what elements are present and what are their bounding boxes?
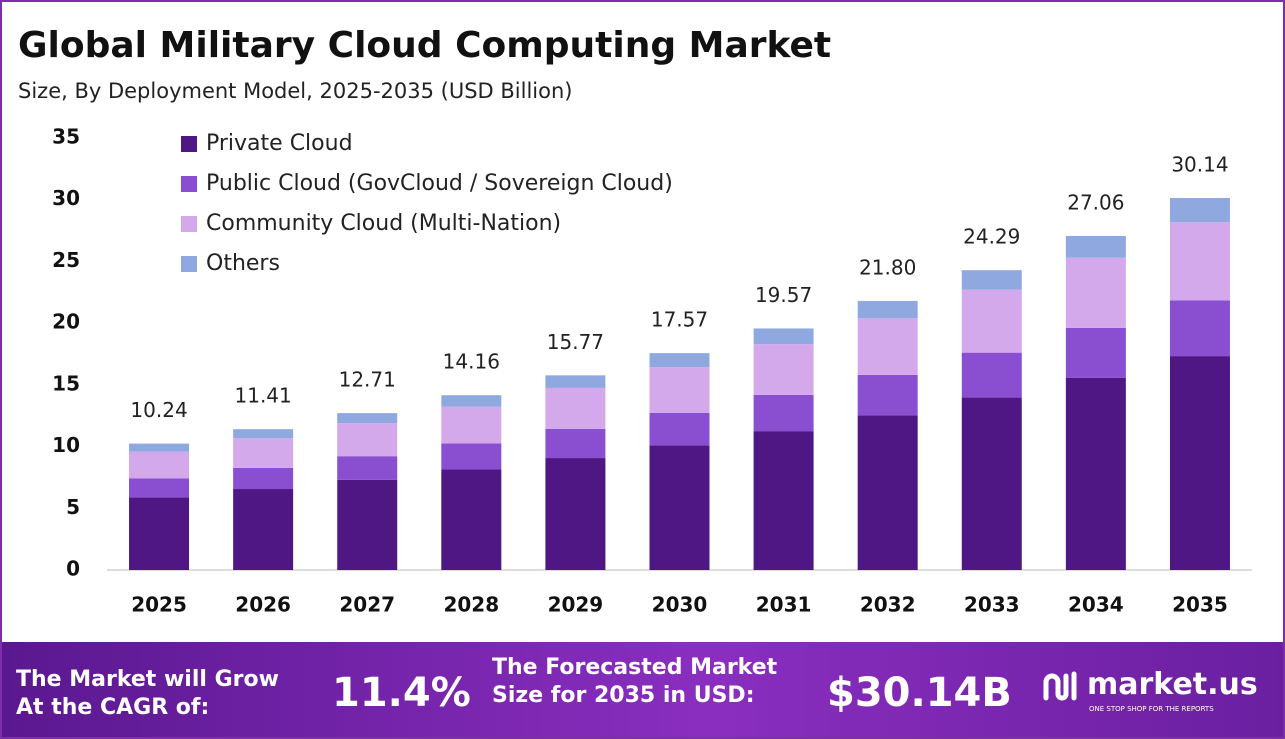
y-tick-label: 20 bbox=[52, 310, 80, 334]
x-tick-label: 2028 bbox=[443, 593, 499, 617]
bar-segment bbox=[129, 497, 190, 570]
bar-segment bbox=[753, 431, 814, 570]
total-label: 30.14 bbox=[1171, 152, 1228, 176]
y-tick-label: 15 bbox=[52, 371, 80, 395]
bar-segment bbox=[857, 318, 918, 375]
total-label: 14.16 bbox=[443, 350, 500, 374]
bar-segment bbox=[753, 394, 814, 432]
chart: Global Military Cloud Computing Market S… bbox=[18, 25, 1252, 617]
bar-segment bbox=[857, 374, 918, 416]
total-label: 17.57 bbox=[651, 308, 708, 332]
legend-swatch bbox=[181, 216, 197, 232]
bar-segment bbox=[129, 451, 190, 479]
bar-segment bbox=[1169, 300, 1230, 357]
legend-swatch bbox=[181, 256, 197, 272]
bar-segment bbox=[961, 289, 1022, 353]
total-label: 15.77 bbox=[547, 330, 604, 354]
bar-segment bbox=[441, 469, 502, 570]
bar-segment bbox=[441, 443, 502, 470]
y-tick-label: 10 bbox=[52, 433, 80, 457]
x-tick-label: 2033 bbox=[964, 593, 1020, 617]
y-tick-label: 5 bbox=[66, 495, 80, 519]
bar-segment bbox=[857, 300, 918, 319]
bar-segment bbox=[129, 478, 190, 498]
legend-label: Private Cloud bbox=[206, 131, 353, 156]
x-tick-label: 2032 bbox=[860, 593, 916, 617]
bar-segment bbox=[545, 428, 606, 459]
bar-segment bbox=[649, 367, 710, 413]
total-label: 19.57 bbox=[755, 283, 812, 307]
bar-segment bbox=[1169, 197, 1230, 223]
bar-segment bbox=[753, 328, 814, 345]
x-tick-label: 2027 bbox=[339, 593, 395, 617]
bar-segment bbox=[233, 489, 294, 570]
bar-segment bbox=[649, 445, 710, 570]
chart-title: Global Military Cloud Computing Market bbox=[18, 25, 831, 66]
bar-segment bbox=[1169, 222, 1230, 301]
bar-segment bbox=[337, 456, 398, 480]
bar-segment bbox=[337, 479, 398, 570]
bar-segment bbox=[233, 438, 294, 468]
total-label: 10.24 bbox=[130, 398, 187, 422]
brand: market.us bbox=[1087, 667, 1258, 702]
bar-segment bbox=[441, 395, 502, 407]
total-label: 12.71 bbox=[339, 368, 396, 392]
total-label: 27.06 bbox=[1067, 191, 1124, 215]
cagr-value: 11.4% bbox=[332, 670, 471, 716]
bar-segment bbox=[441, 406, 502, 444]
legend-swatch bbox=[181, 176, 197, 192]
bar-segment bbox=[1065, 257, 1126, 328]
bar-segment bbox=[649, 412, 710, 446]
bar-segment bbox=[1065, 377, 1126, 570]
bar-segment bbox=[1169, 356, 1230, 570]
brand-tagline: ONE STOP SHOP FOR THE REPORTS bbox=[1089, 705, 1214, 713]
legend-label: Community Cloud (Multi-Nation) bbox=[206, 211, 561, 236]
y-tick-label: 30 bbox=[52, 186, 80, 210]
bar-segment bbox=[233, 429, 294, 439]
legend-swatch bbox=[181, 136, 197, 152]
x-tick-label: 2025 bbox=[131, 593, 187, 617]
y-tick-label: 25 bbox=[52, 248, 80, 272]
legend-label: Others bbox=[206, 251, 280, 276]
bar-segment bbox=[857, 415, 918, 570]
bar-segment bbox=[337, 423, 398, 457]
x-tick-label: 2035 bbox=[1172, 593, 1228, 617]
brand-logo bbox=[1043, 671, 1077, 701]
total-label: 24.29 bbox=[963, 225, 1020, 249]
footer: The Market will Grow At the CAGR of: 11.… bbox=[2, 642, 1283, 737]
bar-segment bbox=[233, 467, 294, 490]
forecast-text: The Forecasted Market Size for 2035 in U… bbox=[492, 655, 778, 708]
x-tick-label: 2031 bbox=[756, 593, 812, 617]
total-label: 11.41 bbox=[235, 384, 292, 408]
chart-subtitle: Size, By Deployment Model, 2025-2035 (US… bbox=[18, 79, 572, 103]
bar-segment bbox=[649, 353, 710, 368]
forecast-value: $30.14B bbox=[827, 670, 1012, 716]
bar-segment bbox=[1065, 236, 1126, 258]
bar-segment bbox=[545, 458, 606, 570]
y-tick-label: 35 bbox=[52, 125, 80, 149]
bar-segment bbox=[129, 443, 190, 452]
bar-segment bbox=[337, 413, 398, 424]
x-tick-label: 2034 bbox=[1068, 593, 1124, 617]
bar-segment bbox=[961, 352, 1022, 398]
total-label: 21.80 bbox=[859, 255, 916, 279]
x-tick-label: 2030 bbox=[652, 593, 708, 617]
bar-segment bbox=[545, 387, 606, 429]
bar-segment bbox=[1065, 327, 1126, 378]
cagr-text: The Market will Grow At the CAGR of: bbox=[16, 667, 279, 720]
bar-segment bbox=[545, 375, 606, 388]
bar-segment bbox=[961, 397, 1022, 570]
legend-label: Public Cloud (GovCloud / Sovereign Cloud… bbox=[206, 171, 673, 196]
bar-segment bbox=[753, 344, 814, 395]
bar-segment bbox=[961, 270, 1022, 290]
x-tick-label: 2026 bbox=[235, 593, 291, 617]
x-tick-label: 2029 bbox=[548, 593, 604, 617]
y-tick-label: 0 bbox=[66, 557, 80, 581]
